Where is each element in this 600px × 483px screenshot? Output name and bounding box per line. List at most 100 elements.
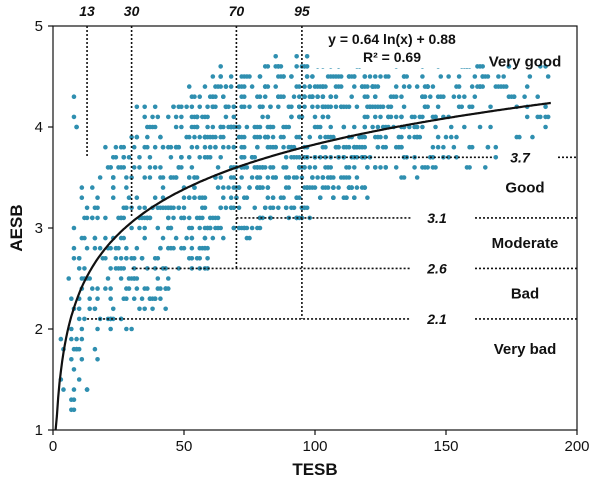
scatter-point (247, 185, 252, 190)
scatter-point (124, 175, 129, 180)
scatter-point (477, 124, 483, 130)
scatter-point (147, 165, 153, 170)
scatter-point (365, 165, 370, 170)
scatter-point (352, 84, 357, 89)
scatter-point (197, 134, 203, 140)
scatter-point (506, 64, 512, 69)
scatter-point (118, 215, 124, 221)
scatter-point (76, 306, 82, 312)
scatter-point (257, 104, 263, 110)
scatter-point (176, 165, 182, 170)
scatter-point (278, 94, 284, 99)
scatter-point (430, 144, 436, 150)
scatter-point (210, 215, 216, 221)
scatter-point (341, 124, 347, 130)
scatter-point (79, 185, 85, 190)
scatter-point (69, 336, 74, 342)
scatter-point (302, 104, 307, 110)
scatter-point (176, 266, 182, 271)
scatter-point (472, 94, 478, 99)
scatter-point (205, 114, 210, 120)
scatter-point (137, 306, 142, 312)
scatter-point (124, 245, 129, 251)
scatter-point (200, 205, 205, 211)
scatter-point (158, 175, 163, 180)
scatter-point (82, 316, 87, 322)
scatter-point (236, 134, 242, 140)
scatter-point (152, 144, 158, 150)
scatter-point (524, 114, 530, 120)
scatter-point (283, 205, 289, 211)
y-threshold-label: 2.1 (426, 311, 447, 327)
scatter-point (113, 266, 119, 271)
scatter-point (105, 276, 111, 281)
scatter-point (213, 225, 218, 231)
scatter-point (121, 144, 127, 150)
scatter-point (331, 185, 336, 190)
scatter-point (192, 175, 197, 180)
scatter-point (90, 286, 95, 291)
scatter-point (323, 144, 328, 150)
scatter-point (189, 144, 195, 150)
scatter-point (163, 266, 168, 271)
class-label: Good (505, 180, 544, 197)
equation-box: y = 0.64 ln(x) + 0.88 R² = 0.69 (311, 28, 473, 68)
scatter-point (276, 205, 281, 211)
scatter-point (352, 195, 357, 200)
scatter-point (260, 215, 265, 221)
scatter-point (270, 134, 276, 140)
scatter-point (462, 124, 467, 130)
scatter-point (352, 74, 357, 79)
scatter-point (155, 114, 161, 120)
scatter-point (328, 175, 334, 180)
scatter-point (152, 124, 158, 130)
scatter-point (435, 144, 441, 150)
scatter-point (110, 195, 116, 200)
scatter-point (221, 195, 226, 200)
scatter-point (454, 84, 459, 89)
scatter-point (265, 144, 271, 150)
scatter-point (194, 114, 200, 120)
scatter-point (527, 74, 533, 79)
scatter-point (76, 266, 82, 271)
scatter-point (79, 357, 85, 362)
scatter-point (448, 124, 454, 130)
scatter-point (422, 94, 428, 99)
scatter-point (372, 165, 378, 170)
scatter-point (273, 84, 279, 89)
scatter-point (370, 84, 375, 89)
scatter-point (441, 144, 446, 150)
scatter-point (165, 144, 171, 150)
scatter-point (380, 144, 386, 150)
scatter-point (260, 114, 265, 120)
scatter-point (231, 104, 237, 110)
scatter-point (150, 306, 155, 312)
scatter-point (131, 144, 137, 150)
scatter-point (485, 144, 491, 150)
scatter-point (268, 104, 273, 110)
scatter-point (401, 175, 407, 180)
scatter-point (307, 84, 313, 89)
scatter-point (323, 155, 328, 160)
scatter-point (181, 195, 187, 200)
scatter-point (202, 245, 208, 251)
scatter-point (171, 104, 176, 110)
scatter-point (265, 114, 271, 120)
scatter-point (205, 104, 210, 110)
scatter-point (273, 175, 279, 180)
scatter-point (438, 74, 444, 79)
scatter-point (142, 306, 147, 312)
scatter-point (221, 235, 226, 241)
scatter-point (273, 54, 279, 59)
scatter-point (480, 74, 485, 79)
scatter-point (239, 155, 244, 160)
scatter-point (103, 215, 108, 221)
scatter-point (281, 74, 286, 79)
scatter-point (320, 94, 326, 99)
scatter-point (228, 205, 234, 211)
scatter-point (393, 144, 399, 150)
scatter-point (362, 74, 368, 79)
scatter-point (192, 134, 197, 140)
scatter-point (283, 155, 289, 160)
scatter-point (82, 215, 87, 221)
